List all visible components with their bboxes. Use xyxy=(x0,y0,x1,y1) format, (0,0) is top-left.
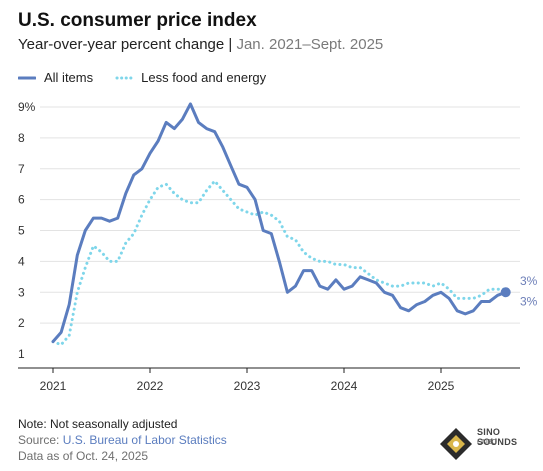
subtitle-main: Year-over-year percent change | xyxy=(18,36,237,53)
y-tick-label: 5 xyxy=(18,224,25,238)
watermark-logo: SINO SOUNDS CNBC xyxy=(439,425,535,465)
chart-title: U.S. consumer price index xyxy=(18,10,257,31)
chart-legend: All items Less food and energy xyxy=(18,70,288,85)
x-tick-label: 2023 xyxy=(234,379,261,393)
source-link[interactable]: U.S. Bureau of Labor Statistics xyxy=(62,433,227,447)
watermark-subtext: CNBC xyxy=(477,439,497,446)
legend-swatch-solid xyxy=(18,76,36,79)
x-tick-label: 2021 xyxy=(40,379,67,393)
y-tick-label: 2 xyxy=(18,316,25,330)
y-tick-label: 3 xyxy=(18,285,25,299)
end-label-all-items: 3% xyxy=(520,294,538,308)
data-as-of: Data as of Oct. 24, 2025 xyxy=(18,449,149,463)
y-tick-label: 9% xyxy=(18,100,36,114)
series-line-core xyxy=(51,179,508,347)
watermark-icon xyxy=(440,428,472,460)
x-tick-label: 2025 xyxy=(428,379,455,393)
y-tick-label: 6 xyxy=(18,193,25,207)
source-line: Source: U.S. Bureau of Labor Statistics xyxy=(18,433,227,447)
y-tick-label: 4 xyxy=(18,254,25,268)
legend-item-core: Less food and energy xyxy=(115,70,266,85)
source-prefix: Source: xyxy=(18,433,63,447)
x-tick-label: 2022 xyxy=(137,379,164,393)
subtitle-date-range: Jan. 2021–Sept. 2025 xyxy=(236,36,384,53)
legend-item-all-items: All items xyxy=(18,70,93,85)
series-end-marker xyxy=(500,287,511,298)
y-tick-label: 7 xyxy=(18,162,25,176)
y-tick-label: 1 xyxy=(18,347,25,361)
series-line-all-items xyxy=(51,102,508,344)
y-tick-label: 8 xyxy=(18,131,25,145)
legend-swatch-dotted xyxy=(115,76,134,79)
x-tick-label: 2024 xyxy=(331,379,358,393)
legend-label-all-items: All items xyxy=(44,70,94,85)
end-label-core: 3% xyxy=(520,274,538,288)
footnote: Note: Not seasonally adjusted xyxy=(18,417,178,431)
chart-subtitle: Year-over-year percent change | Jan. 202… xyxy=(18,36,383,53)
legend-label-core: Less food and energy xyxy=(141,70,267,85)
watermark-text: SINO SOUNDS xyxy=(477,427,518,447)
